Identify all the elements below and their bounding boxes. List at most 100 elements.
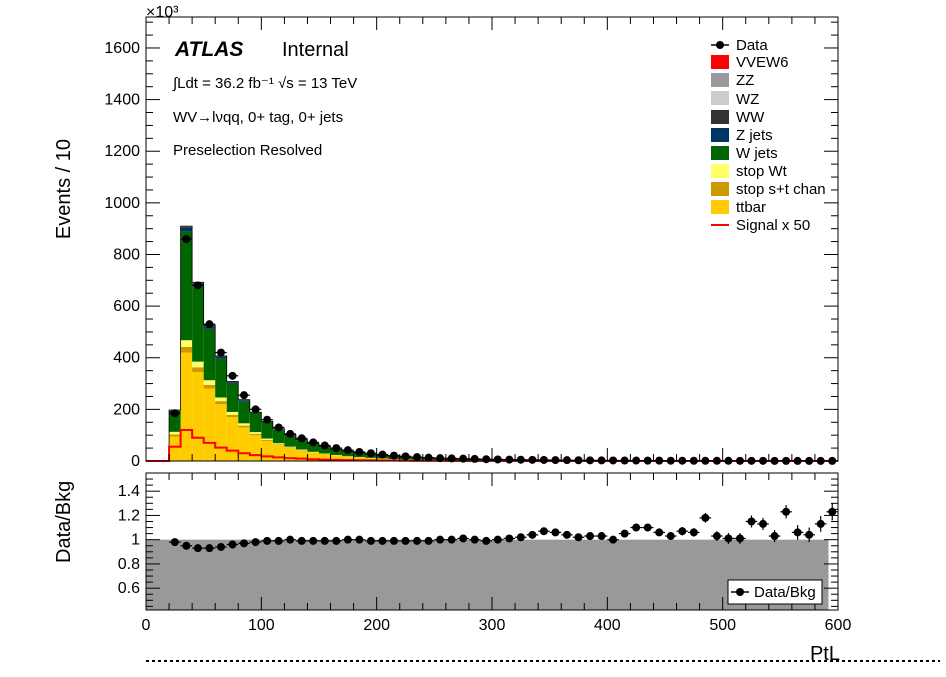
- data-point: [471, 455, 479, 463]
- data-point: [286, 430, 294, 438]
- bar-stop-wt: [307, 452, 319, 453]
- data-point: [171, 409, 179, 417]
- channel-label: WV→lνqq, 0+ tag, 0+ jets: [173, 109, 343, 126]
- y-tick-label: 400: [113, 350, 140, 367]
- ratio-point: [413, 537, 421, 545]
- legend-label-data: Data: [736, 37, 768, 54]
- legend-label-wz: WZ: [736, 91, 759, 108]
- data-point: [563, 456, 571, 464]
- data-point: [494, 455, 502, 463]
- legend-entry-ttbar: ttbar: [711, 199, 766, 216]
- bar-w-jets: [238, 401, 250, 423]
- bar-stop-s-t-chan: [192, 367, 204, 372]
- bar-stop-s-t-chan: [250, 434, 262, 435]
- x-tick-label: 200: [363, 617, 390, 634]
- ratio-point: [321, 537, 329, 545]
- bar-stop-wt: [204, 380, 216, 385]
- ratio-point: [402, 537, 410, 545]
- y-axis-title: Events / 10: [53, 139, 75, 239]
- bar-ttbar: [273, 445, 285, 461]
- ratio-point: [275, 537, 283, 545]
- data-point: [528, 456, 536, 464]
- ratio-y-tick-label: 1.2: [118, 507, 140, 524]
- bar-stop-wt: [181, 340, 193, 347]
- data-point: [275, 423, 283, 431]
- y-tick-label: 200: [113, 401, 140, 418]
- data-point: [344, 446, 352, 454]
- lumi-energy-label: ∫Ldt = 36.2 fb⁻¹ √s = 13 TeV: [172, 75, 357, 92]
- region-label: Preselection Resolved: [173, 142, 322, 159]
- legend-swatch-wz: [711, 91, 729, 105]
- legend-swatch-vvew6: [711, 55, 729, 69]
- ratio-point: [252, 538, 260, 546]
- ratio-point: [759, 520, 767, 528]
- atlas-label: ATLAS: [174, 38, 243, 61]
- data-point: [402, 452, 410, 460]
- ratio-point: [724, 534, 732, 542]
- legend-label-z-jets: Z jets: [736, 127, 773, 144]
- legend-label-stop-st-chan: stop s+t chan: [736, 181, 826, 198]
- ratio-point: [713, 532, 721, 540]
- ratio-point: [667, 532, 675, 540]
- ratio-point: [655, 528, 663, 536]
- legend-label-zz: ZZ: [736, 72, 754, 89]
- ratio-point: [367, 537, 375, 545]
- ratio-y-tick-label: 0.6: [118, 580, 140, 597]
- bar-ww: [181, 227, 193, 228]
- ratio-y-tick-label: 1.4: [118, 483, 140, 500]
- ratio-point: [355, 536, 363, 544]
- bar-stop-s-t-chan: [284, 447, 296, 448]
- data-point: [355, 448, 363, 456]
- bar-w-jets: [273, 430, 285, 443]
- bar-z-jets: [215, 357, 227, 359]
- ratio-point: [390, 537, 398, 545]
- ratio-point: [378, 537, 386, 545]
- bar-stop-wt: [169, 432, 181, 435]
- bar-ttbar: [238, 427, 250, 461]
- ratio-point: [794, 528, 802, 536]
- data-point: [240, 391, 248, 399]
- bar-ttbar: [261, 441, 273, 461]
- legend-label-ttbar: ttbar: [736, 199, 766, 216]
- x-tick-label: 400: [594, 617, 621, 634]
- legend-label-stop-wt: stop Wt: [736, 163, 788, 180]
- ratio-point: [286, 536, 294, 544]
- bar-ttbar: [250, 435, 262, 461]
- bar-stop-wt: [273, 443, 285, 444]
- data-point: [252, 405, 260, 413]
- legend-entry-stop-wt: stop Wt: [711, 163, 788, 180]
- data-point: [517, 456, 525, 464]
- uncertainty-band: [146, 540, 828, 610]
- bar-stop-wt: [238, 423, 250, 425]
- legend-label-w-jets: W jets: [736, 145, 778, 162]
- legend-label-vvew6: VVEW6: [736, 54, 789, 71]
- ratio-point: [782, 508, 790, 516]
- ratio-point: [621, 530, 629, 538]
- x-tick-label: 500: [709, 617, 736, 634]
- data-point: [367, 449, 375, 457]
- bar-stop-s-t-chan: [261, 440, 273, 441]
- bar-w-jets: [261, 423, 273, 439]
- bar-stop-s-t-chan: [169, 434, 181, 436]
- bar-w-jets: [204, 329, 216, 381]
- bar-w-jets: [227, 384, 239, 412]
- bar-ttbar: [215, 404, 227, 461]
- legend-label-ww: WW: [736, 109, 765, 126]
- ratio-point: [171, 538, 179, 546]
- data-point: [321, 442, 329, 450]
- ratio-point: [817, 520, 825, 528]
- internal-label: Internal: [282, 39, 349, 61]
- ratio-point: [805, 531, 813, 539]
- legend-entry-vvew6: VVEW6: [711, 54, 789, 71]
- bar-stop-wt: [215, 397, 227, 401]
- data-point: [482, 455, 490, 463]
- bar-stop-s-t-chan: [181, 347, 193, 353]
- data-point: [540, 456, 548, 464]
- bar-stop-wt: [296, 450, 308, 451]
- ratio-point: [528, 531, 536, 539]
- ratio-point: [644, 524, 652, 532]
- legend-entry-ww: WW: [711, 109, 765, 126]
- bar-stop-s-t-chan: [227, 415, 239, 417]
- legend-label-signal: Signal x 50: [736, 217, 810, 234]
